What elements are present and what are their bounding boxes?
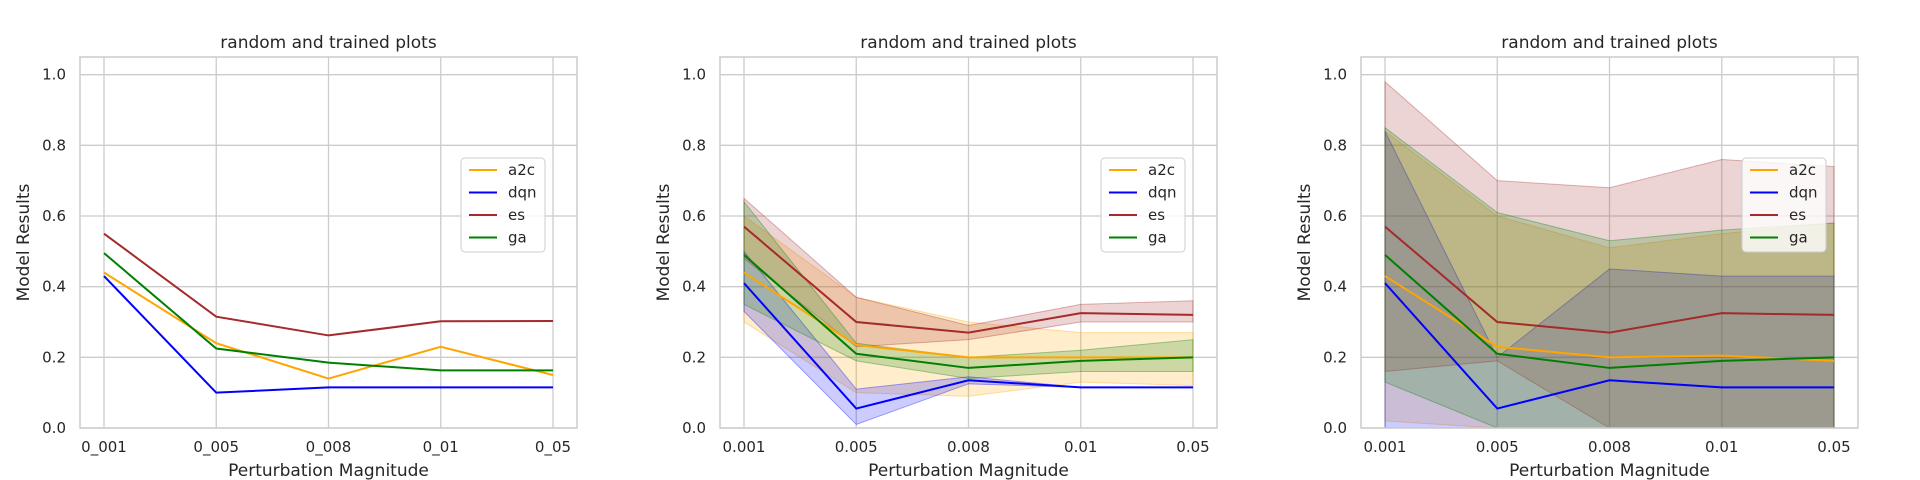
legend-label-dqn: dqn <box>1148 184 1177 202</box>
line-dqn <box>743 282 1193 410</box>
y-axis-label: Model Results <box>1295 183 1315 301</box>
line-ga <box>1384 254 1835 369</box>
chart-title: random and trained plots <box>220 33 437 53</box>
chart-panel-3: 0.0 0.2 0.4 0.6 0.8 1.0 0.001 0.005 0.008 0.01 0.0… <box>1295 33 1859 480</box>
y-tick-label: 0.4 <box>1323 278 1347 296</box>
legend-label-dqn: dqn <box>1789 184 1818 202</box>
x-axis-label: Perturbation Magnitude <box>868 461 1069 480</box>
x-tick-label: 0.008 <box>1588 438 1631 456</box>
y-tick-label: 1.0 <box>682 66 706 84</box>
legend-label-es: es <box>1148 206 1165 224</box>
line-ga <box>743 254 1194 369</box>
y-axis-label: Model Results <box>14 183 34 301</box>
legend-label-a2c: a2c <box>1789 161 1816 179</box>
x-tick-label: 0.01 <box>1705 438 1738 456</box>
line-es <box>743 225 1194 334</box>
y-tick-label: 0.8 <box>1323 136 1347 154</box>
x-tick-label: 0_001 <box>81 438 127 457</box>
y-tick-label: 0.8 <box>42 136 66 154</box>
axes-frame <box>719 56 1218 429</box>
axes-frame <box>1360 56 1859 429</box>
chart-title: random and trained plots <box>1501 33 1718 53</box>
x-tick-label: 0_008 <box>306 438 352 457</box>
x-tick-label: 0.001 <box>1364 438 1407 456</box>
y-tick-label: 0.0 <box>42 419 66 437</box>
legend: a2c dqn es ga <box>1100 157 1186 253</box>
line-dqn <box>103 275 553 394</box>
legend-box <box>1100 157 1186 253</box>
x-tick-label: 0.005 <box>835 438 878 456</box>
legend-label-a2c: a2c <box>1148 161 1175 179</box>
axes-frame <box>79 56 578 429</box>
x-tick-label: 0.001 <box>723 438 766 456</box>
x-tick-label: 0.01 <box>1064 438 1097 456</box>
legend-label-ga: ga <box>508 229 527 247</box>
chart-panel-2: 0.0 0.2 0.4 0.6 0.8 1.0 0.001 0.005 0.008 0.01 0.0… <box>654 33 1218 480</box>
y-tick-label: 0.2 <box>1323 348 1347 366</box>
x-tick-label: 0.008 <box>947 438 990 456</box>
band-a2c <box>743 215 1194 397</box>
line-ga <box>103 252 553 372</box>
x-tick-label: 0.05 <box>1817 438 1850 456</box>
line-dqn <box>1384 282 1834 410</box>
chart-panel-1: 0.0 0.2 0.4 0.6 0.8 1.0 0_001 0_005 0_008 0_01 0_0… <box>14 33 578 480</box>
legend-label-dqn: dqn <box>508 184 537 202</box>
y-tick-label: 0.2 <box>42 348 66 366</box>
legend: a2c dqn es ga <box>460 157 546 253</box>
y-tick-label: 1.0 <box>42 66 66 84</box>
legend-label-es: es <box>1789 206 1806 224</box>
x-tick-label: 0.05 <box>1176 438 1209 456</box>
x-axis-label: Perturbation Magnitude <box>1509 461 1710 480</box>
y-tick-label: 0.6 <box>42 207 66 225</box>
legend-label-ga: ga <box>1789 229 1808 247</box>
y-tick-label: 0.4 <box>682 278 706 296</box>
x-tick-label: 0_005 <box>193 438 239 457</box>
line-es <box>103 232 554 337</box>
chart-title: random and trained plots <box>860 33 1077 53</box>
x-tick-label: 0_05 <box>535 438 571 457</box>
y-tick-label: 0.6 <box>682 207 706 225</box>
y-axis-label: Model Results <box>654 183 674 301</box>
legend-box <box>460 157 546 253</box>
y-tick-label: 0.8 <box>682 136 706 154</box>
y-tick-label: 0.2 <box>682 348 706 366</box>
x-axis-label: Perturbation Magnitude <box>228 461 429 480</box>
legend: a2c dqn es ga <box>1741 157 1827 253</box>
y-tick-label: 0.0 <box>682 419 706 437</box>
y-tick-label: 0.4 <box>42 278 66 296</box>
legend-label-a2c: a2c <box>508 161 535 179</box>
y-tick-label: 0.6 <box>1323 207 1347 225</box>
line-a2c <box>103 271 554 380</box>
legend-label-ga: ga <box>1148 229 1167 247</box>
legend-label-es: es <box>508 206 525 224</box>
x-tick-label: 0_01 <box>423 438 459 457</box>
legend-box <box>1741 157 1827 253</box>
band-es <box>743 197 1194 348</box>
x-tick-label: 0.005 <box>1476 438 1519 456</box>
y-tick-label: 0.0 <box>1323 419 1347 437</box>
line-es <box>1384 225 1835 334</box>
line-a2c <box>1384 275 1835 362</box>
y-tick-label: 1.0 <box>1323 66 1347 84</box>
